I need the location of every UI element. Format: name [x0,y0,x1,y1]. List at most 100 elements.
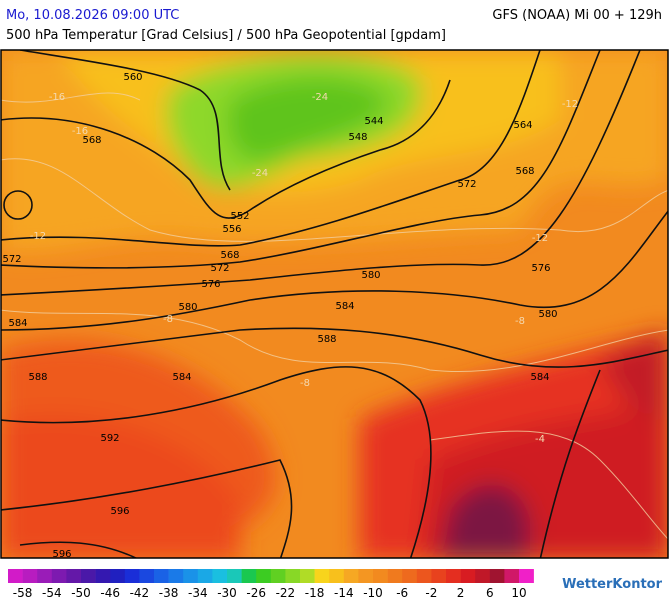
colorbar-cell [270,569,286,583]
colorbar-cell [314,569,330,583]
colorbar-cell [139,569,155,583]
contour [1,50,641,296]
colorbar-cell [256,569,272,583]
temperature-label: -12 [30,231,46,242]
colorbar-label: -22 [276,586,296,600]
geopotential-label: 592 [100,433,119,444]
colorbar-label: -26 [246,586,266,600]
temp-contour [1,309,668,373]
contour [3,190,33,220]
colorbar-cell [212,569,228,583]
colorbar: -58 -54 -50 -46 -42 -38 -34 -30 -26 -22 -18 -14 -10-… [8,569,534,600]
colorbar-label: -38 [159,586,179,600]
contour [1,327,668,368]
datetime: Mo, 10.08.2026 09:00 UTC [6,8,179,23]
temp-field [1,50,668,558]
geopotential-label: 548 [348,132,367,143]
colorbar-cell [227,569,242,583]
geopotential-label: 556 [222,224,241,235]
geopotential-label: 568 [82,135,101,146]
colorbar-cell [416,569,432,583]
colorbar-cell [285,569,301,583]
colorbar-cell [110,569,126,583]
temperature-label: -12 [562,99,578,110]
colorbar-label: -2 [425,586,437,600]
geopotential-label: 580 [178,302,197,313]
temperature-label: -16 [72,126,88,137]
geopotential-label: 564 [513,120,532,131]
colorbar-cell [81,569,96,583]
colorbar-cell [37,569,53,583]
colorbar-cell [343,569,359,583]
geopotential-label: 572 [210,263,229,274]
geopotential-label: 580 [361,270,380,281]
colorbar-label: 2 [457,586,465,600]
geopotential-label: 572 [457,179,476,190]
colorbar-label: 6 [486,586,494,600]
geopotential-label: 568 [220,250,239,261]
map-frame [0,49,669,559]
colorbar-cell [95,569,111,583]
temperature-label: -24 [312,92,328,103]
colorbar-cell [460,569,476,583]
contour [1,79,451,219]
contour [539,369,601,558]
temperature-label: -8 [163,314,173,325]
colorbar-cell [373,569,388,583]
geopotential-contours [1,50,668,558]
colorbar-cell [66,569,82,583]
colorbar-cell [168,569,184,583]
colorbar-cell [504,569,520,583]
contour [1,459,293,558]
geopotential-label: 576 [531,263,550,274]
colorbar-cell [22,569,38,583]
geopotential-label: 596 [52,549,71,560]
colorbar-cell [183,569,199,583]
temperature-label: -12 [532,233,548,244]
geopotential-label: 588 [28,372,47,383]
geopotential-label: 580 [538,309,557,320]
contour [1,209,668,331]
colorbar-label: -14 [334,586,354,600]
colorbar-cell [329,569,345,583]
map: 560 568 572 584 588 592 596 596 552 556 568 572 576 5… [1,50,668,560]
geopotential-label: 552 [230,211,249,222]
contour [1,50,601,269]
temperature-label: -16 [49,92,65,103]
temperature-label: -8 [300,378,310,389]
temperature-label: -8 [515,316,525,327]
colorbar-cell [519,569,534,583]
map-title: 500 hPa Temperatur [Grad Celsius] / 500 … [6,28,446,43]
geopotential-label: 576 [201,279,220,290]
colorbar-cell [387,569,403,583]
geopotential-label: 560 [123,72,142,83]
colorbar-cell [446,569,461,583]
temp-contour [429,430,668,540]
temp-contour [1,158,668,242]
temp-contour [1,92,141,103]
geopotential-label: 572 [2,254,21,265]
contour [1,50,541,247]
colorbar-cell [154,569,169,583]
geopotential-label: 588 [317,334,336,345]
colorbar-cell [475,569,491,583]
colorbar-cell [241,569,257,583]
colorbar-label: -30 [217,586,237,600]
colorbar-label: -18 [305,586,325,600]
colorbar-cell [489,569,505,583]
geopotential-label: 584 [530,372,549,383]
colorbar-label: -46 [100,586,120,600]
colorbar-cell [8,569,23,583]
colorbar-cell [402,569,418,583]
geopotential-label: 568 [515,166,534,177]
colorbar-label: -10 [363,586,383,600]
colorbar-cell [197,569,213,583]
geopotential-label: 584 [172,372,191,383]
colorbar-label: -6 [396,586,408,600]
colorbar-cell [124,569,140,583]
colorbar-label: -50 [71,586,91,600]
geopotential-label: 584 [335,301,354,312]
colorbar-label: 10 [511,586,526,600]
contour [1,366,432,558]
